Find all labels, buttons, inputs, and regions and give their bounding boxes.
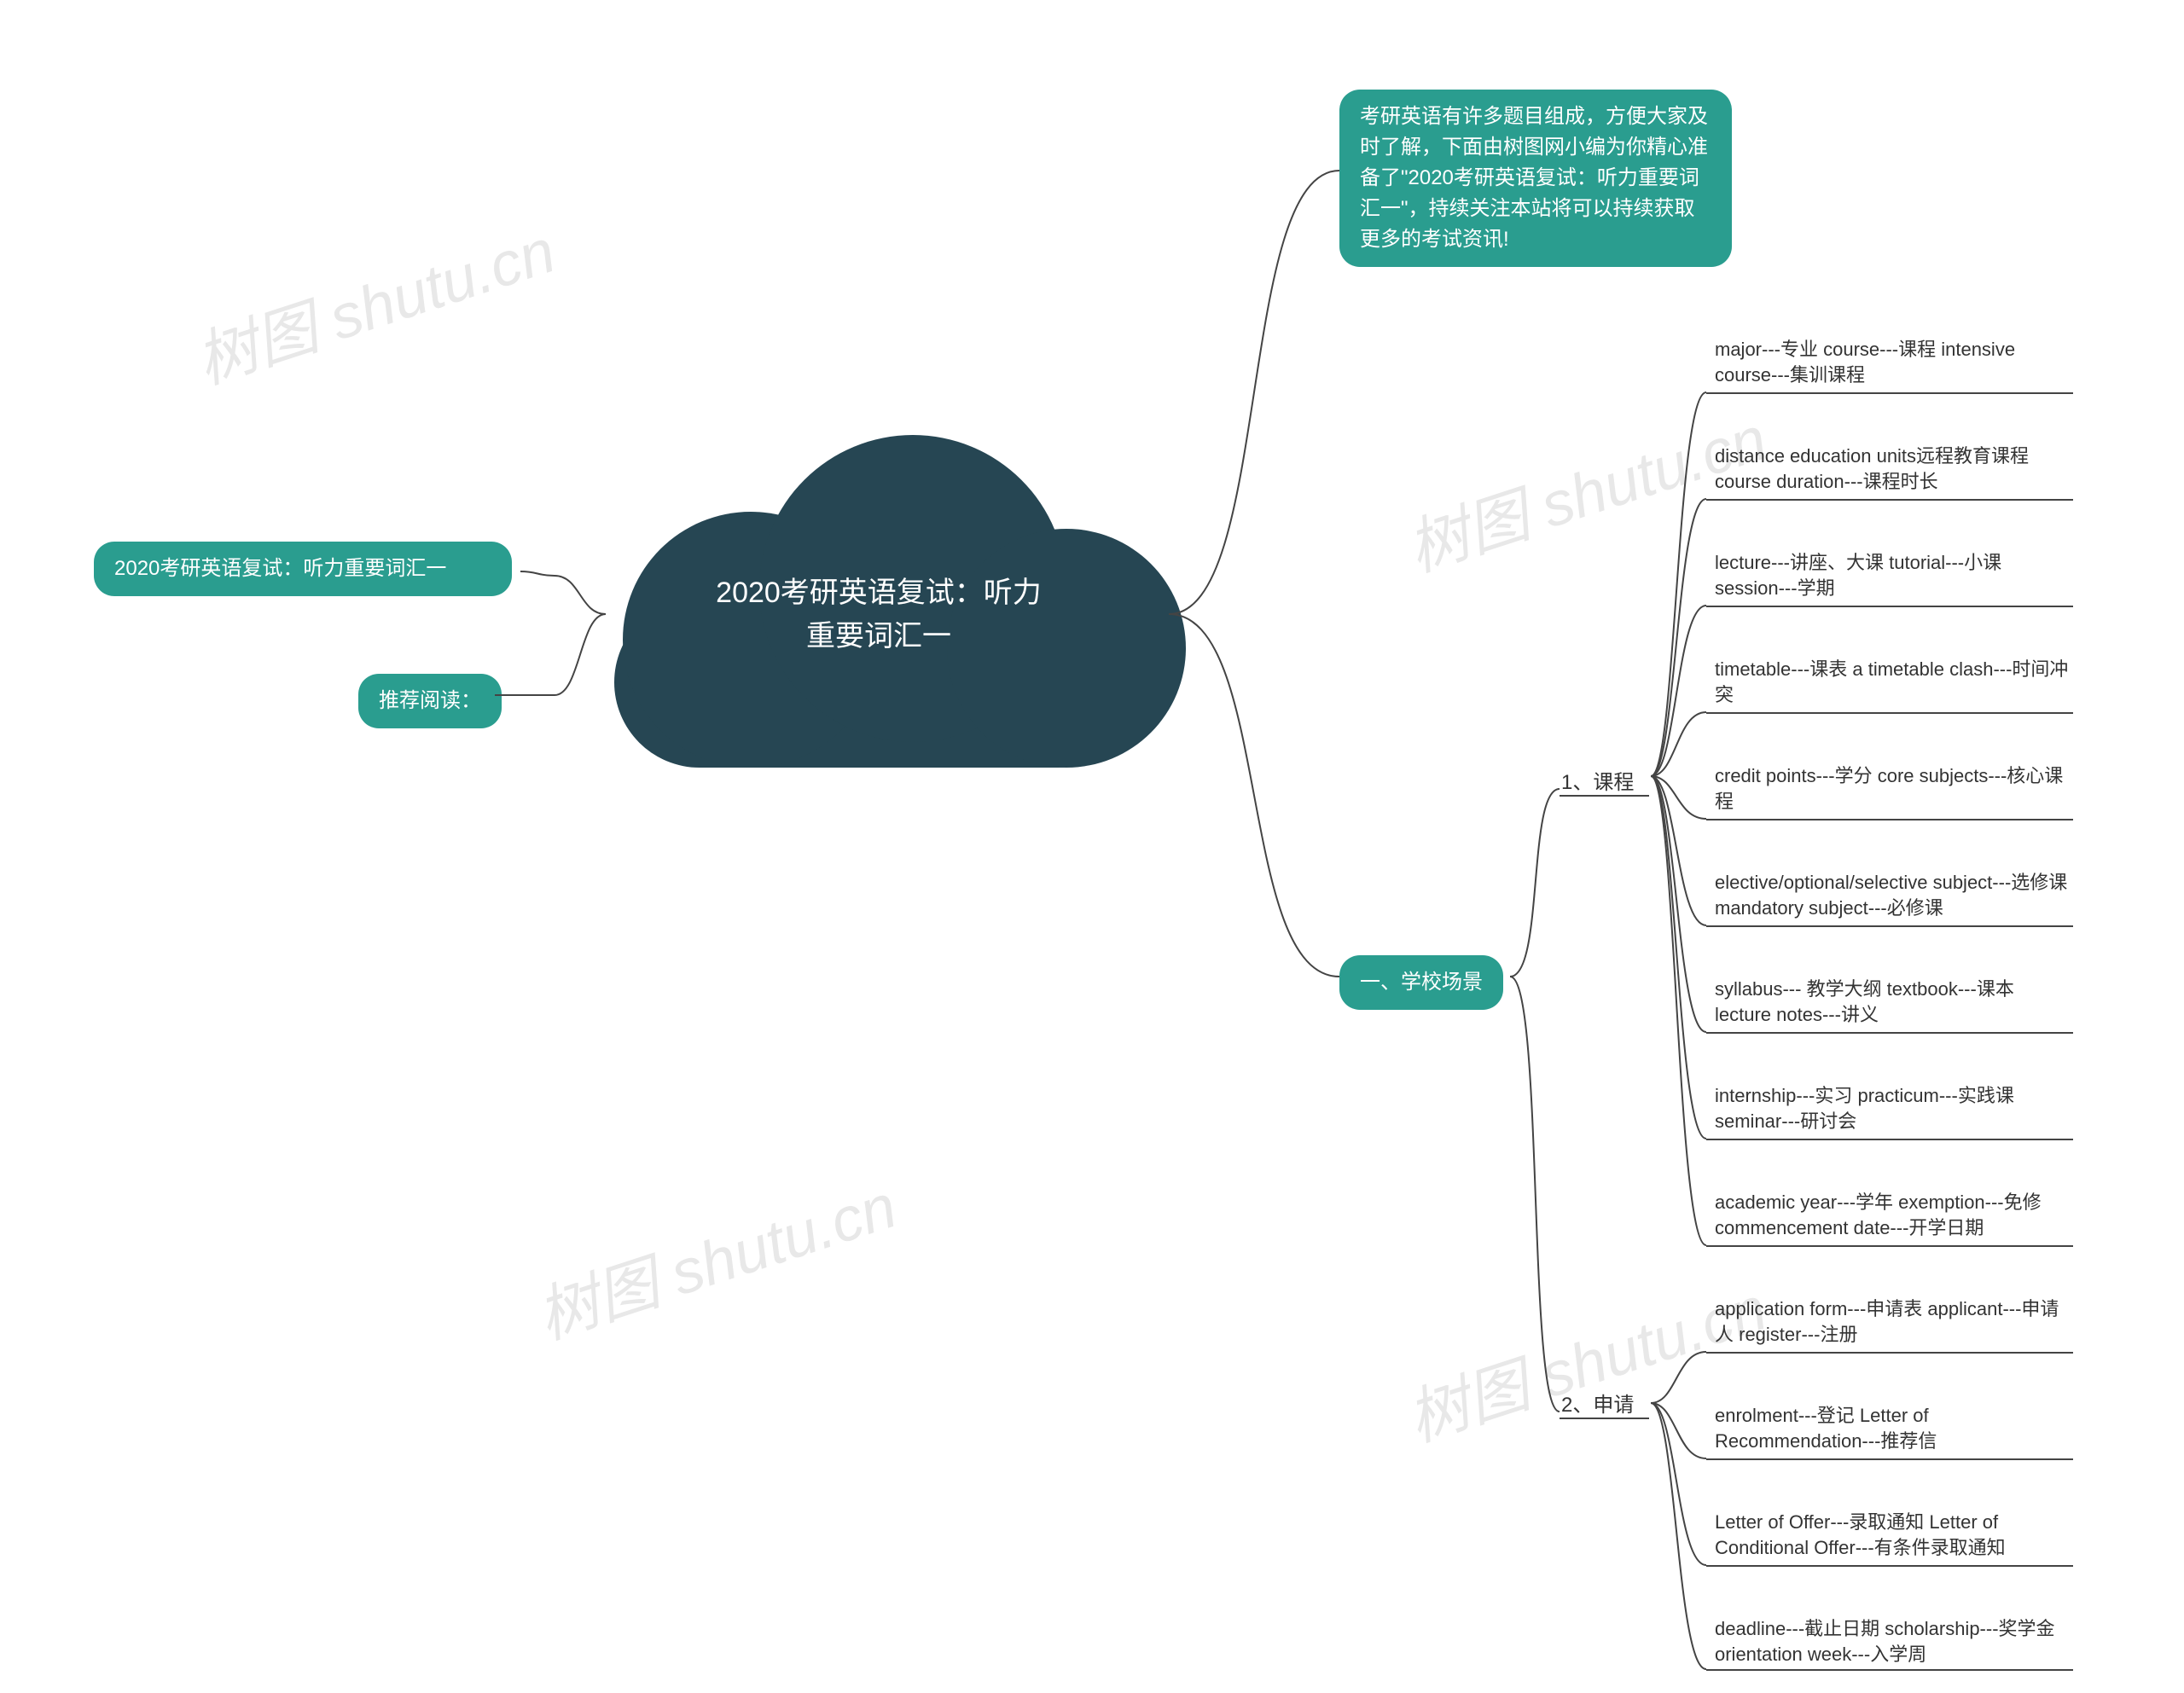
connector-g2 — [1651, 1335, 1711, 1693]
watermark: 树图 shutu.cn — [524, 1156, 905, 1356]
leaf-underline — [1706, 606, 2073, 607]
group1-label: 1、课程 — [1561, 765, 1634, 795]
cloud-title-line1: 2020考研英语复试：听力 — [716, 577, 1042, 609]
connector-section-groups — [1510, 768, 1570, 1416]
leaf-underline — [1706, 925, 2073, 927]
leaf-g1-5: elective/optional/selective subject---选修… — [1715, 870, 2073, 920]
leaf-g2-2: Letter of Offer---录取通知 Letter of Conditi… — [1715, 1510, 2073, 1560]
connector-cloud-right — [1169, 162, 1348, 981]
group2-underline — [1560, 1418, 1649, 1419]
watermark: 树图 shutu.cn — [183, 200, 564, 401]
group2-label: 2、申请 — [1561, 1388, 1634, 1418]
leaf-underline — [1706, 1352, 2073, 1354]
leaf-underline — [1706, 1669, 2073, 1671]
leaf-g1-0: major---专业 course---课程 intensive course-… — [1715, 337, 2073, 387]
leaf-underline — [1706, 1458, 2073, 1460]
leaf-underline — [1706, 712, 2073, 714]
leaf-underline — [1706, 1245, 2073, 1247]
leaf-underline — [1706, 499, 2073, 501]
cloud-title: 2020考研英语复试：听力 重要词汇一 — [589, 571, 1169, 658]
leaf-g2-1: enrolment---登记 Letter of Recommendation-… — [1715, 1403, 2073, 1453]
group1-underline — [1560, 795, 1649, 797]
leaf-underline — [1706, 819, 2073, 820]
leaf-g1-1: distance education units远程教育课程 course du… — [1715, 444, 2073, 494]
leaf-underline — [1706, 1565, 2073, 1567]
section-pill: 一、学校场景 — [1339, 955, 1503, 1010]
leaf-g1-3: timetable---课表 a timetable clash---时间冲突 — [1715, 657, 2073, 707]
leaf-underline — [1706, 392, 2073, 394]
leaf-underline — [1706, 1139, 2073, 1140]
leaf-g2-0: application form---申请表 applicant---申请人 r… — [1715, 1296, 2073, 1347]
left-pill-main: 2020考研英语复试：听力重要词汇一 — [94, 542, 512, 596]
leaf-g2-3: deadline---截止日期 scholarship---奖学金 orient… — [1715, 1616, 2073, 1667]
leaf-g1-8: academic year---学年 exemption---免修 commen… — [1715, 1190, 2073, 1240]
leaf-g1-4: credit points---学分 core subjects---核心课程 — [1715, 763, 2073, 814]
cloud-root-node: 2020考研英语复试：听力 重要词汇一 — [589, 409, 1169, 768]
leaf-g1-7: internship---实习 practicum---实践课 seminar-… — [1715, 1083, 2073, 1133]
cloud-title-line2: 重要词汇一 — [806, 620, 951, 652]
connector-g1 — [1651, 375, 1711, 1262]
left-pill-sub: 推荐阅读： — [358, 674, 502, 728]
leaf-g1-6: syllabus--- 教学大纲 textbook---课本 lecture n… — [1715, 977, 2073, 1027]
leaf-underline — [1706, 1032, 2073, 1034]
right-intro-pill: 考研英语有许多题目组成，方便大家及时了解，下面由树图网小编为你精心准备了"202… — [1339, 90, 1732, 267]
leaf-g1-2: lecture---讲座、大课 tutorial---小课 session---… — [1715, 550, 2073, 600]
